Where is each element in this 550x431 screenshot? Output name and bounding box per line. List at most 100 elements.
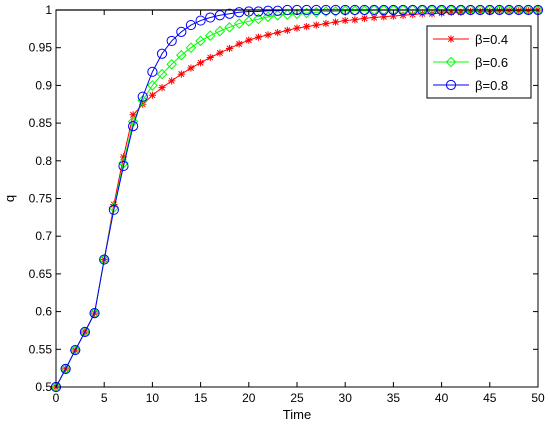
series-3-point [118, 160, 129, 172]
series-1-point [389, 12, 397, 20]
series-1-point [274, 29, 282, 37]
series-3-point [205, 12, 216, 23]
series-3-point [176, 26, 187, 37]
series-2-point [176, 49, 187, 61]
series-2-point [204, 30, 216, 41]
series-1-point [351, 16, 359, 24]
series-1-point [148, 91, 156, 99]
series-1-point [476, 7, 484, 16]
series-1-point [245, 36, 253, 44]
series-3-point [195, 15, 206, 26]
legend-label: β=0.8 [475, 78, 508, 93]
series-2-point [166, 58, 177, 70]
x-tick-label: 10 [146, 391, 160, 405]
y-tick-label: 0.85 [29, 116, 53, 130]
legend-label: β=0.6 [475, 55, 508, 70]
x-tick-label: 30 [339, 391, 353, 405]
series-1-point [264, 31, 272, 39]
x-tick-label: 35 [387, 391, 401, 405]
series-2-point [282, 9, 293, 20]
legend-label: β=0.4 [475, 32, 508, 47]
y-tick-label: 0.95 [29, 41, 53, 55]
y-tick-label: 0.65 [29, 267, 53, 281]
series-2-point [233, 18, 245, 29]
series-2-point [301, 7, 312, 19]
series-1-point [206, 53, 214, 62]
x-tick-label: 40 [435, 391, 449, 405]
series-1-point [515, 7, 523, 15]
series-2-point [214, 25, 226, 37]
x-tick-label: 20 [242, 391, 256, 405]
series-2-point [195, 35, 206, 47]
series-1-point [254, 33, 263, 41]
y-tick-label: 0.5 [35, 380, 52, 394]
x-tick-label: 15 [194, 391, 208, 405]
series-1-point [466, 7, 475, 16]
series-1-point [505, 7, 513, 15]
series-2-point [147, 80, 158, 91]
series-2-point [339, 5, 351, 17]
series-3-point [156, 48, 168, 59]
series-1-point [293, 24, 301, 32]
legend-swatch-marker [445, 79, 457, 91]
series-3-point [185, 19, 197, 31]
series-1-point [110, 200, 118, 209]
y-tick-label: 0.7 [35, 229, 52, 243]
series-1-point [447, 8, 455, 16]
series-2-point [272, 9, 284, 21]
series-2-point [291, 8, 303, 20]
series-1-point [119, 153, 128, 161]
series-1-point [380, 13, 388, 21]
series-1-point [216, 49, 224, 57]
series-3-point [70, 344, 81, 356]
x-axis-title: Time [283, 407, 311, 422]
x-tick-label: 50 [531, 391, 545, 405]
y-tick-label: 0.9 [35, 78, 52, 92]
series-1-point [158, 84, 166, 92]
series-3-point [137, 91, 148, 102]
series-1-point [168, 77, 176, 85]
series-2-point [243, 16, 255, 27]
series-2-point [262, 11, 274, 23]
y-tick-label: 0.8 [35, 154, 52, 168]
series-3-point [108, 204, 119, 215]
series-2-point [359, 5, 370, 17]
series-1-point [341, 16, 349, 25]
series-1-point [177, 70, 185, 78]
series-1-point [129, 111, 137, 119]
series-1-point [139, 100, 147, 108]
series-3-point [99, 254, 110, 265]
series-1-point [457, 8, 465, 16]
series-2-point [349, 5, 361, 17]
series-1-point [428, 10, 436, 18]
series-1-point [235, 40, 243, 48]
series-3-point [79, 326, 91, 338]
series-2-point [224, 22, 235, 33]
series-1-point [322, 19, 330, 28]
x-tick-label: 0 [53, 391, 60, 405]
x-tick-label: 45 [483, 391, 497, 405]
ticks-layer: 0 5 10 15 20 25 30 35 40 45 50 0.5 0.55 0.6 0.65 0.7 0.7… [29, 3, 545, 405]
series-3-point [166, 35, 177, 47]
series-2-point [310, 6, 322, 18]
series-2-point [156, 68, 168, 80]
series-3-point [224, 8, 235, 19]
legend-entry: β=0.8 [433, 78, 508, 93]
series-1-point [370, 13, 378, 22]
series-1-point [524, 7, 532, 15]
y-tick-label: 0.6 [35, 305, 52, 319]
series-1-point [187, 64, 195, 72]
series-1-point [303, 22, 311, 31]
y-tick-label: 0.55 [29, 342, 53, 356]
legend-swatch-marker [445, 56, 457, 68]
series-2-point [253, 13, 264, 25]
y-axis-title: q [2, 195, 17, 202]
series-1-point [283, 26, 291, 34]
y-tick-label: 1 [45, 3, 52, 17]
x-tick-label: 25 [290, 391, 304, 405]
legend: β=0.4 β=0.6 β=0.8 [426, 25, 532, 99]
series-1-point [312, 21, 320, 29]
legend-entry: β=0.4 [433, 32, 508, 47]
series-2-point [185, 42, 197, 54]
